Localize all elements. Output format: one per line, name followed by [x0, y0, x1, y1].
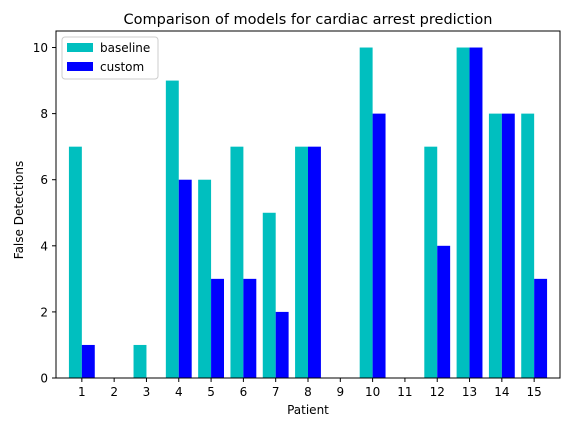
- bar-custom-patient-8: [308, 147, 321, 378]
- bar-baseline-patient-10: [360, 48, 373, 378]
- bar-baseline-patient-1: [69, 147, 82, 378]
- x-tick-label: 6: [240, 385, 248, 399]
- bar-baseline-patient-15: [521, 114, 534, 378]
- y-tick-label: 8: [40, 107, 48, 121]
- bar-custom-patient-7: [276, 312, 289, 378]
- bar-baseline-patient-5: [198, 180, 211, 378]
- x-tick-label: 10: [365, 385, 380, 399]
- bar-baseline-patient-12: [424, 147, 437, 378]
- x-tick-label: 7: [272, 385, 280, 399]
- bar-custom-patient-10: [373, 114, 386, 378]
- bar-baseline-patient-6: [230, 147, 243, 378]
- bar-custom-patient-1: [82, 345, 95, 378]
- bar-custom-patient-5: [211, 279, 224, 378]
- x-tick-label: 4: [175, 385, 183, 399]
- bar-baseline-patient-4: [166, 81, 179, 378]
- y-tick-label: 2: [40, 305, 48, 319]
- x-tick-label: 12: [430, 385, 445, 399]
- bar-custom-patient-4: [179, 180, 192, 378]
- chart-title: Comparison of models for cardiac arrest …: [124, 12, 493, 28]
- x-tick-label: 11: [397, 385, 412, 399]
- bar-baseline-patient-8: [295, 147, 308, 378]
- y-tick-label: 10: [33, 41, 48, 55]
- x-tick-label: 5: [207, 385, 215, 399]
- bar-baseline-patient-14: [489, 114, 502, 378]
- bar-custom-patient-14: [502, 114, 515, 378]
- x-tick-label: 3: [143, 385, 151, 399]
- bar-custom-patient-12: [437, 246, 450, 378]
- bar-baseline-patient-7: [263, 213, 276, 378]
- x-axis-label: Patient: [287, 403, 329, 417]
- bar-baseline-patient-3: [134, 345, 147, 378]
- bar-custom-patient-6: [243, 279, 256, 378]
- legend-swatch-custom: [67, 62, 93, 71]
- x-tick-label: 1: [78, 385, 86, 399]
- bar-custom-patient-13: [470, 48, 483, 378]
- y-tick-label: 6: [40, 173, 48, 187]
- x-tick-label: 15: [527, 385, 542, 399]
- x-tick-label: 8: [304, 385, 312, 399]
- y-tick-label: 0: [40, 372, 48, 386]
- legend-swatch-baseline: [67, 43, 93, 52]
- x-tick-label: 14: [494, 385, 509, 399]
- y-axis-label: False Detections: [12, 161, 26, 259]
- x-tick-label: 13: [462, 385, 477, 399]
- legend: baseline custom: [62, 37, 158, 79]
- y-tick-label: 4: [40, 239, 48, 253]
- legend-label-custom: custom: [100, 60, 144, 74]
- x-tick-label: 9: [336, 385, 344, 399]
- bar-baseline-patient-13: [457, 48, 470, 378]
- x-tick-label: 2: [110, 385, 118, 399]
- legend-label-baseline: baseline: [100, 41, 150, 55]
- bar-custom-patient-15: [534, 279, 547, 378]
